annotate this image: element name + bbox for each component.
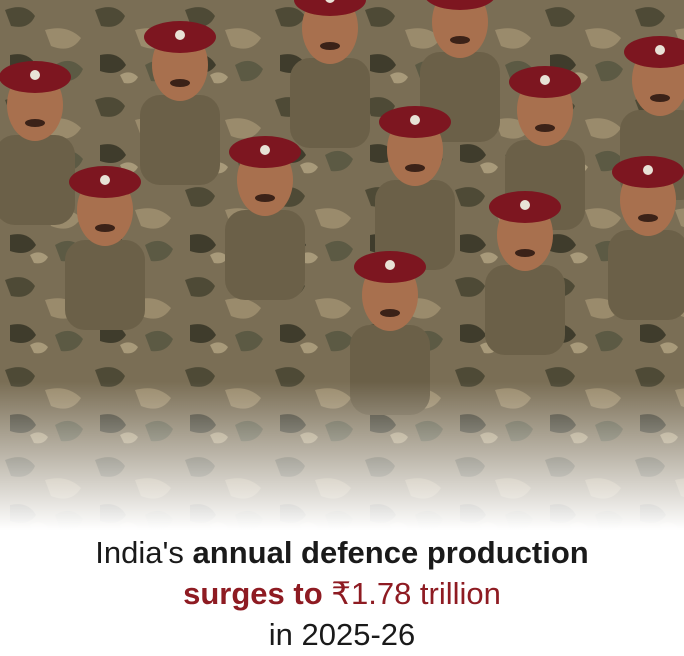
- headline-text: India's: [95, 535, 184, 570]
- headline-line: in 2025-26: [0, 614, 684, 655]
- headline-text: in 2025-26: [268, 617, 416, 652]
- headline-line: surges to ₹1.78 trillion: [0, 573, 684, 614]
- headline-emphasis: surges to: [183, 576, 323, 611]
- headline-figure: ₹1.78 trillion: [331, 576, 501, 611]
- headline: India's annual defence production surges…: [0, 532, 684, 655]
- soldiers-photo: [0, 0, 684, 530]
- headline-line: India's annual defence production: [0, 532, 684, 573]
- headline-emphasis: annual defence production: [192, 535, 589, 570]
